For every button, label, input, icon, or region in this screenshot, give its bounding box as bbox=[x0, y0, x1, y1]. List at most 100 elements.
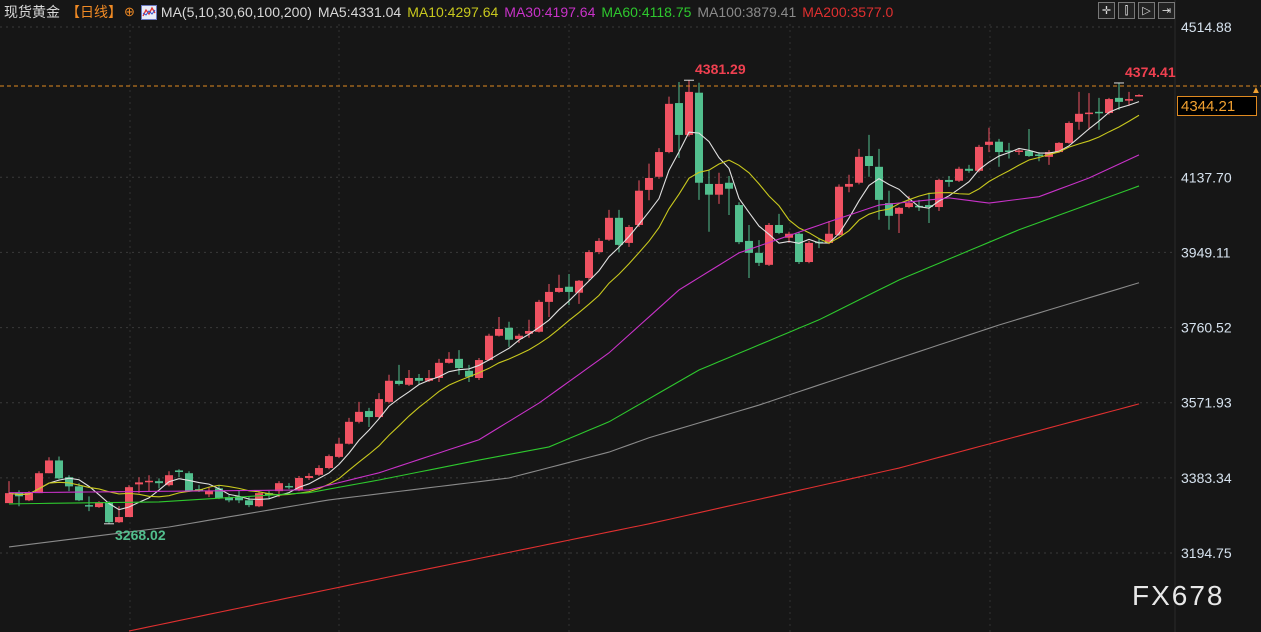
candle bbox=[695, 82, 703, 200]
crosshair-icon[interactable]: ✛ bbox=[1098, 2, 1115, 19]
candle bbox=[455, 350, 463, 375]
play-replay-icon[interactable]: ▷ bbox=[1138, 2, 1155, 19]
candle-body bbox=[805, 242, 813, 263]
globe-icon[interactable]: ⊕ bbox=[124, 4, 135, 19]
candle bbox=[835, 184, 843, 237]
candle bbox=[465, 364, 473, 382]
candle-body bbox=[895, 207, 903, 214]
candle-body bbox=[905, 203, 913, 208]
candle bbox=[215, 485, 223, 500]
candle-body bbox=[645, 177, 653, 190]
y-tick-label: 3383.34 bbox=[1181, 470, 1232, 486]
candle bbox=[345, 417, 353, 445]
candles bbox=[5, 80, 1143, 524]
candle bbox=[645, 163, 653, 201]
candle-body bbox=[745, 240, 753, 253]
y-tick-label: 3949.11 bbox=[1181, 244, 1231, 260]
candle-body bbox=[25, 492, 33, 501]
ma-value-1: MA10:4297.64 bbox=[407, 4, 499, 20]
candle-body bbox=[245, 500, 253, 506]
candle bbox=[725, 175, 733, 216]
zoom-range-icon[interactable]: ⫿ bbox=[1118, 2, 1135, 19]
candle-body bbox=[235, 496, 243, 501]
candle bbox=[675, 81, 683, 159]
candle bbox=[745, 224, 753, 278]
indicator-chart-icon[interactable] bbox=[140, 4, 157, 20]
candle-body bbox=[175, 470, 183, 473]
candle bbox=[875, 148, 883, 220]
y-tick-label: 4514.88 bbox=[1181, 19, 1232, 35]
candle bbox=[205, 487, 213, 498]
candle-body bbox=[945, 179, 953, 182]
candle-body bbox=[545, 291, 553, 302]
candle bbox=[1075, 91, 1083, 130]
candle bbox=[35, 471, 43, 494]
candle-body bbox=[365, 411, 373, 418]
candle bbox=[315, 465, 323, 477]
candle-body bbox=[935, 179, 943, 208]
candle-body bbox=[985, 141, 993, 145]
ma-values: MA5:4331.04 MA10:4297.64 MA30:4197.64 MA60:… bbox=[318, 4, 899, 20]
candle-body bbox=[475, 360, 483, 378]
period-selector[interactable]: 【日线】 bbox=[66, 4, 122, 20]
candle bbox=[165, 471, 173, 487]
candle-body bbox=[345, 421, 353, 444]
ma-value-2: MA30:4197.64 bbox=[504, 4, 596, 20]
candle bbox=[175, 469, 183, 478]
candle-body bbox=[1075, 113, 1083, 122]
candle-body bbox=[435, 362, 443, 378]
candle-body bbox=[585, 252, 593, 278]
candle-body bbox=[305, 476, 313, 478]
candle bbox=[655, 148, 663, 179]
ma-line-ma30 bbox=[8, 154, 1140, 494]
candle bbox=[545, 283, 553, 318]
candle bbox=[365, 407, 373, 427]
high-annotation: 4381.29 bbox=[695, 61, 746, 77]
candle bbox=[885, 190, 893, 230]
candle bbox=[5, 481, 13, 504]
ma-value-3: MA60:4118.75 bbox=[601, 4, 692, 20]
candle bbox=[295, 476, 303, 492]
candle-body bbox=[1125, 99, 1133, 101]
candle bbox=[1015, 148, 1023, 155]
candle-body bbox=[325, 456, 333, 469]
candle-body bbox=[425, 377, 433, 381]
candle-body bbox=[275, 483, 283, 492]
candle-body bbox=[775, 224, 783, 233]
y-tick-label: 3760.52 bbox=[1181, 320, 1232, 336]
candle bbox=[1125, 91, 1133, 106]
candle bbox=[435, 358, 443, 382]
candle-body bbox=[535, 301, 543, 332]
candle bbox=[415, 373, 423, 384]
high-annotation: 4374.41 bbox=[1125, 64, 1176, 80]
candle-body bbox=[355, 411, 363, 422]
candle bbox=[855, 148, 863, 185]
candle bbox=[55, 456, 63, 480]
candle bbox=[285, 483, 293, 490]
indicator-label[interactable]: MA(5,10,30,60,100,200) bbox=[160, 4, 312, 20]
candle bbox=[155, 478, 163, 489]
candle-body bbox=[555, 287, 563, 292]
candle bbox=[845, 174, 853, 193]
candle-body bbox=[155, 481, 163, 484]
candle-body bbox=[185, 473, 193, 492]
candle-body bbox=[295, 477, 303, 490]
chart-header: 现货黄金 【日线】 ⊕ MA(5,10,30,60,100,200) MA5:4… bbox=[4, 3, 905, 21]
candle-body bbox=[395, 380, 403, 384]
candle bbox=[575, 279, 583, 304]
candle-body bbox=[855, 156, 863, 183]
candle-body bbox=[975, 146, 983, 171]
candle-body bbox=[5, 493, 13, 504]
candle-body bbox=[655, 152, 663, 177]
candle-body bbox=[925, 205, 933, 208]
candle-body bbox=[635, 190, 643, 225]
candle-body bbox=[1135, 95, 1143, 97]
candle bbox=[735, 202, 743, 245]
candle bbox=[445, 352, 453, 364]
candle-body bbox=[445, 358, 453, 363]
exit-icon[interactable]: ⇥ bbox=[1158, 2, 1175, 19]
candle-body bbox=[515, 335, 523, 339]
candle-body bbox=[595, 240, 603, 253]
candle bbox=[375, 393, 383, 419]
